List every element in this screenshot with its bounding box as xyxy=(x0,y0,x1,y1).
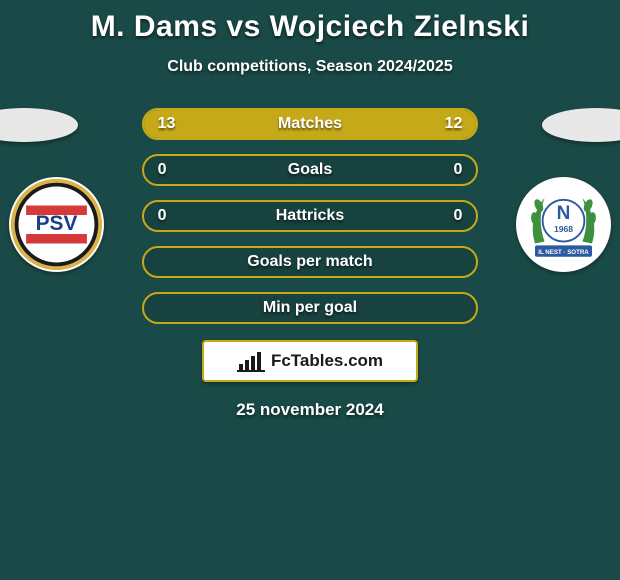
svg-text:IL NEST · SOTRA: IL NEST · SOTRA xyxy=(538,249,589,256)
svg-text:PSV: PSV xyxy=(36,212,78,235)
stat-label: Hattricks xyxy=(144,202,477,230)
player-left-club-badge: PSV xyxy=(9,177,104,272)
stat-label: Goals per match xyxy=(144,248,477,276)
player-right-club-badge: N 1968 IL NEST · SOTRA xyxy=(516,177,611,272)
stats-column: 1312Matches 00Goals 00Hattricks Goals per m… xyxy=(142,108,479,324)
player-right-photo xyxy=(542,108,620,142)
player-left-column: PSV xyxy=(0,108,128,272)
stat-row: 00Hattricks xyxy=(142,200,479,232)
psv-badge-icon: PSV xyxy=(9,177,104,272)
comparison-card: M. Dams vs Wojciech Zielnski Club compet… xyxy=(0,0,620,580)
player-right-column: N 1968 IL NEST · SOTRA xyxy=(492,108,620,272)
date-label: 25 november 2024 xyxy=(0,400,620,420)
svg-text:N: N xyxy=(556,203,570,224)
nest-sotra-badge-icon: N 1968 IL NEST · SOTRA xyxy=(516,177,611,272)
stat-row: 00Goals xyxy=(142,154,479,186)
brand-box[interactable]: FcTables.com xyxy=(202,340,418,382)
chart-icon xyxy=(237,350,265,372)
stat-row: Min per goal xyxy=(142,292,479,324)
comparison-body: PSV 1312Matches 00Goals 00Hattricks Goals p… xyxy=(0,108,620,324)
stat-label: Min per goal xyxy=(144,294,477,322)
svg-text:1968: 1968 xyxy=(554,224,573,234)
stat-row: 1312Matches xyxy=(142,108,479,140)
brand-label: FcTables.com xyxy=(271,351,383,371)
page-title: M. Dams vs Wojciech Zielnski xyxy=(0,10,620,44)
subtitle: Club competitions, Season 2024/2025 xyxy=(0,58,620,76)
stat-row: Goals per match xyxy=(142,246,479,278)
player-left-photo xyxy=(0,108,78,142)
stat-label: Matches xyxy=(144,110,477,138)
stat-label: Goals xyxy=(144,156,477,184)
